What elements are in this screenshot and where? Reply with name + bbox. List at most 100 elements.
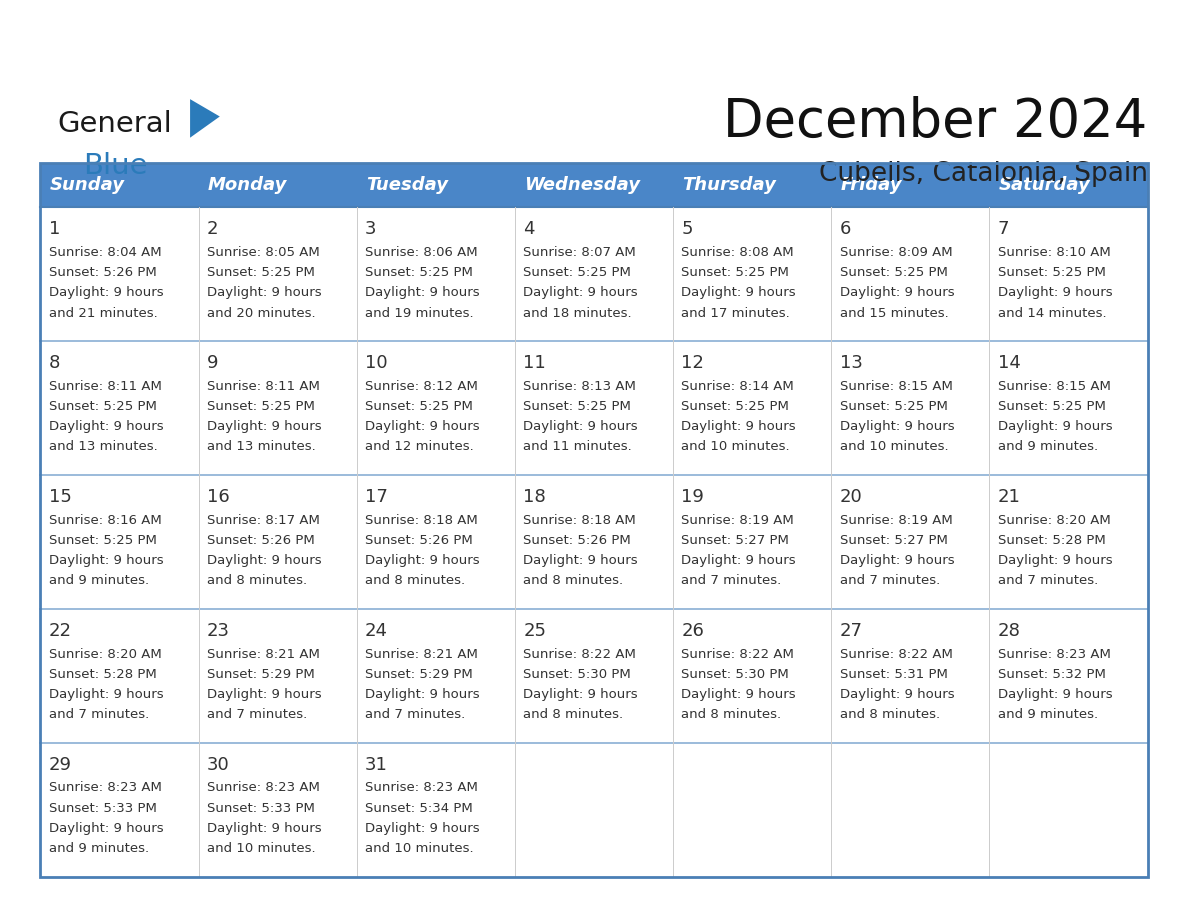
Text: Sunrise: 8:16 AM: Sunrise: 8:16 AM bbox=[49, 514, 162, 527]
Text: Sunset: 5:26 PM: Sunset: 5:26 PM bbox=[207, 534, 315, 547]
Text: Daylight: 9 hours: Daylight: 9 hours bbox=[49, 420, 163, 433]
Text: Sunset: 5:34 PM: Sunset: 5:34 PM bbox=[365, 801, 473, 814]
Text: Sunset: 5:25 PM: Sunset: 5:25 PM bbox=[523, 400, 631, 413]
Text: Sunset: 5:30 PM: Sunset: 5:30 PM bbox=[523, 667, 631, 681]
Text: Sunrise: 8:18 AM: Sunrise: 8:18 AM bbox=[365, 514, 478, 527]
Text: Sunrise: 8:20 AM: Sunrise: 8:20 AM bbox=[49, 647, 162, 661]
Text: 8: 8 bbox=[49, 354, 61, 372]
Text: Daylight: 9 hours: Daylight: 9 hours bbox=[998, 688, 1112, 701]
Text: December 2024: December 2024 bbox=[723, 96, 1148, 149]
Text: 7: 7 bbox=[998, 220, 1010, 239]
Text: Daylight: 9 hours: Daylight: 9 hours bbox=[682, 420, 796, 433]
Text: Sunset: 5:30 PM: Sunset: 5:30 PM bbox=[682, 667, 789, 681]
Text: Daylight: 9 hours: Daylight: 9 hours bbox=[523, 688, 638, 701]
Text: Daylight: 9 hours: Daylight: 9 hours bbox=[365, 822, 480, 834]
Text: and 9 minutes.: and 9 minutes. bbox=[49, 842, 148, 855]
Text: Daylight: 9 hours: Daylight: 9 hours bbox=[365, 688, 480, 701]
Text: Sunrise: 8:11 AM: Sunrise: 8:11 AM bbox=[49, 380, 162, 393]
Text: Sunrise: 8:06 AM: Sunrise: 8:06 AM bbox=[365, 246, 478, 259]
Text: Daylight: 9 hours: Daylight: 9 hours bbox=[840, 286, 954, 299]
Text: Daylight: 9 hours: Daylight: 9 hours bbox=[207, 688, 322, 701]
Text: Sunrise: 8:23 AM: Sunrise: 8:23 AM bbox=[998, 647, 1111, 661]
Text: 10: 10 bbox=[365, 354, 387, 372]
Text: Tuesday: Tuesday bbox=[366, 176, 448, 195]
Text: Sunrise: 8:10 AM: Sunrise: 8:10 AM bbox=[998, 246, 1111, 259]
Text: Sunset: 5:25 PM: Sunset: 5:25 PM bbox=[998, 266, 1106, 279]
Text: 12: 12 bbox=[682, 354, 704, 372]
Text: Sunrise: 8:05 AM: Sunrise: 8:05 AM bbox=[207, 246, 320, 259]
Text: Sunrise: 8:23 AM: Sunrise: 8:23 AM bbox=[207, 781, 320, 794]
Text: Sunrise: 8:22 AM: Sunrise: 8:22 AM bbox=[523, 647, 636, 661]
Text: General: General bbox=[57, 110, 172, 139]
Text: Sunrise: 8:22 AM: Sunrise: 8:22 AM bbox=[840, 647, 953, 661]
Bar bbox=[40, 609, 1148, 743]
Text: Sunset: 5:25 PM: Sunset: 5:25 PM bbox=[682, 266, 789, 279]
Text: 25: 25 bbox=[523, 621, 546, 640]
Text: Daylight: 9 hours: Daylight: 9 hours bbox=[365, 286, 480, 299]
Text: Daylight: 9 hours: Daylight: 9 hours bbox=[682, 554, 796, 567]
Text: Daylight: 9 hours: Daylight: 9 hours bbox=[840, 420, 954, 433]
Text: 11: 11 bbox=[523, 354, 546, 372]
Text: Daylight: 9 hours: Daylight: 9 hours bbox=[840, 688, 954, 701]
Text: 23: 23 bbox=[207, 621, 230, 640]
Text: Sunset: 5:29 PM: Sunset: 5:29 PM bbox=[207, 667, 315, 681]
Text: Daylight: 9 hours: Daylight: 9 hours bbox=[207, 554, 322, 567]
Text: Sunset: 5:25 PM: Sunset: 5:25 PM bbox=[998, 400, 1106, 413]
Text: Sunset: 5:28 PM: Sunset: 5:28 PM bbox=[998, 534, 1106, 547]
Text: and 13 minutes.: and 13 minutes. bbox=[207, 441, 316, 453]
Text: and 8 minutes.: and 8 minutes. bbox=[523, 575, 624, 588]
Text: and 7 minutes.: and 7 minutes. bbox=[840, 575, 940, 588]
Text: Sunrise: 8:19 AM: Sunrise: 8:19 AM bbox=[840, 514, 953, 527]
Text: Sunrise: 8:15 AM: Sunrise: 8:15 AM bbox=[840, 380, 953, 393]
Text: Sunrise: 8:21 AM: Sunrise: 8:21 AM bbox=[365, 647, 478, 661]
Text: Sunrise: 8:08 AM: Sunrise: 8:08 AM bbox=[682, 246, 794, 259]
Text: and 9 minutes.: and 9 minutes. bbox=[998, 708, 1098, 722]
Text: 9: 9 bbox=[207, 354, 219, 372]
Text: 17: 17 bbox=[365, 488, 388, 506]
Text: and 20 minutes.: and 20 minutes. bbox=[207, 307, 316, 319]
Text: Sunrise: 8:14 AM: Sunrise: 8:14 AM bbox=[682, 380, 794, 393]
Text: Friday: Friday bbox=[841, 176, 902, 195]
Text: Daylight: 9 hours: Daylight: 9 hours bbox=[998, 554, 1112, 567]
Text: and 8 minutes.: and 8 minutes. bbox=[207, 575, 307, 588]
Text: and 8 minutes.: and 8 minutes. bbox=[682, 708, 782, 722]
Text: and 7 minutes.: and 7 minutes. bbox=[365, 708, 466, 722]
Text: and 8 minutes.: and 8 minutes. bbox=[365, 575, 466, 588]
Text: and 13 minutes.: and 13 minutes. bbox=[49, 441, 158, 453]
Text: Sunset: 5:26 PM: Sunset: 5:26 PM bbox=[365, 534, 473, 547]
Bar bbox=[40, 163, 1148, 877]
Text: 15: 15 bbox=[49, 488, 71, 506]
Polygon shape bbox=[190, 99, 220, 138]
Text: 14: 14 bbox=[998, 354, 1020, 372]
Text: 6: 6 bbox=[840, 220, 851, 239]
Text: Sunset: 5:31 PM: Sunset: 5:31 PM bbox=[840, 667, 948, 681]
Bar bbox=[40, 207, 1148, 341]
Text: Sunrise: 8:23 AM: Sunrise: 8:23 AM bbox=[49, 781, 162, 794]
Text: and 14 minutes.: and 14 minutes. bbox=[998, 307, 1106, 319]
Text: and 7 minutes.: and 7 minutes. bbox=[682, 575, 782, 588]
Text: 16: 16 bbox=[207, 488, 229, 506]
Text: Daylight: 9 hours: Daylight: 9 hours bbox=[207, 822, 322, 834]
Text: Daylight: 9 hours: Daylight: 9 hours bbox=[682, 688, 796, 701]
Bar bbox=[40, 341, 1148, 476]
Text: 31: 31 bbox=[365, 756, 388, 774]
Text: Sunday: Sunday bbox=[50, 176, 125, 195]
Text: Sunset: 5:25 PM: Sunset: 5:25 PM bbox=[207, 266, 315, 279]
Text: Sunrise: 8:22 AM: Sunrise: 8:22 AM bbox=[682, 647, 795, 661]
Text: Daylight: 9 hours: Daylight: 9 hours bbox=[523, 286, 638, 299]
Text: Sunset: 5:27 PM: Sunset: 5:27 PM bbox=[682, 534, 789, 547]
Text: Monday: Monday bbox=[208, 176, 287, 195]
Text: Cubells, Catalonia, Spain: Cubells, Catalonia, Spain bbox=[819, 161, 1148, 186]
Text: and 12 minutes.: and 12 minutes. bbox=[365, 441, 474, 453]
Text: Sunset: 5:25 PM: Sunset: 5:25 PM bbox=[523, 266, 631, 279]
Text: Daylight: 9 hours: Daylight: 9 hours bbox=[49, 286, 163, 299]
Bar bbox=[40, 163, 1148, 207]
Text: Sunset: 5:28 PM: Sunset: 5:28 PM bbox=[49, 667, 157, 681]
Text: and 19 minutes.: and 19 minutes. bbox=[365, 307, 474, 319]
Text: Sunrise: 8:04 AM: Sunrise: 8:04 AM bbox=[49, 246, 162, 259]
Bar bbox=[40, 476, 1148, 609]
Text: Sunset: 5:26 PM: Sunset: 5:26 PM bbox=[523, 534, 631, 547]
Text: and 10 minutes.: and 10 minutes. bbox=[682, 441, 790, 453]
Text: Sunrise: 8:13 AM: Sunrise: 8:13 AM bbox=[523, 380, 636, 393]
Text: 21: 21 bbox=[998, 488, 1020, 506]
